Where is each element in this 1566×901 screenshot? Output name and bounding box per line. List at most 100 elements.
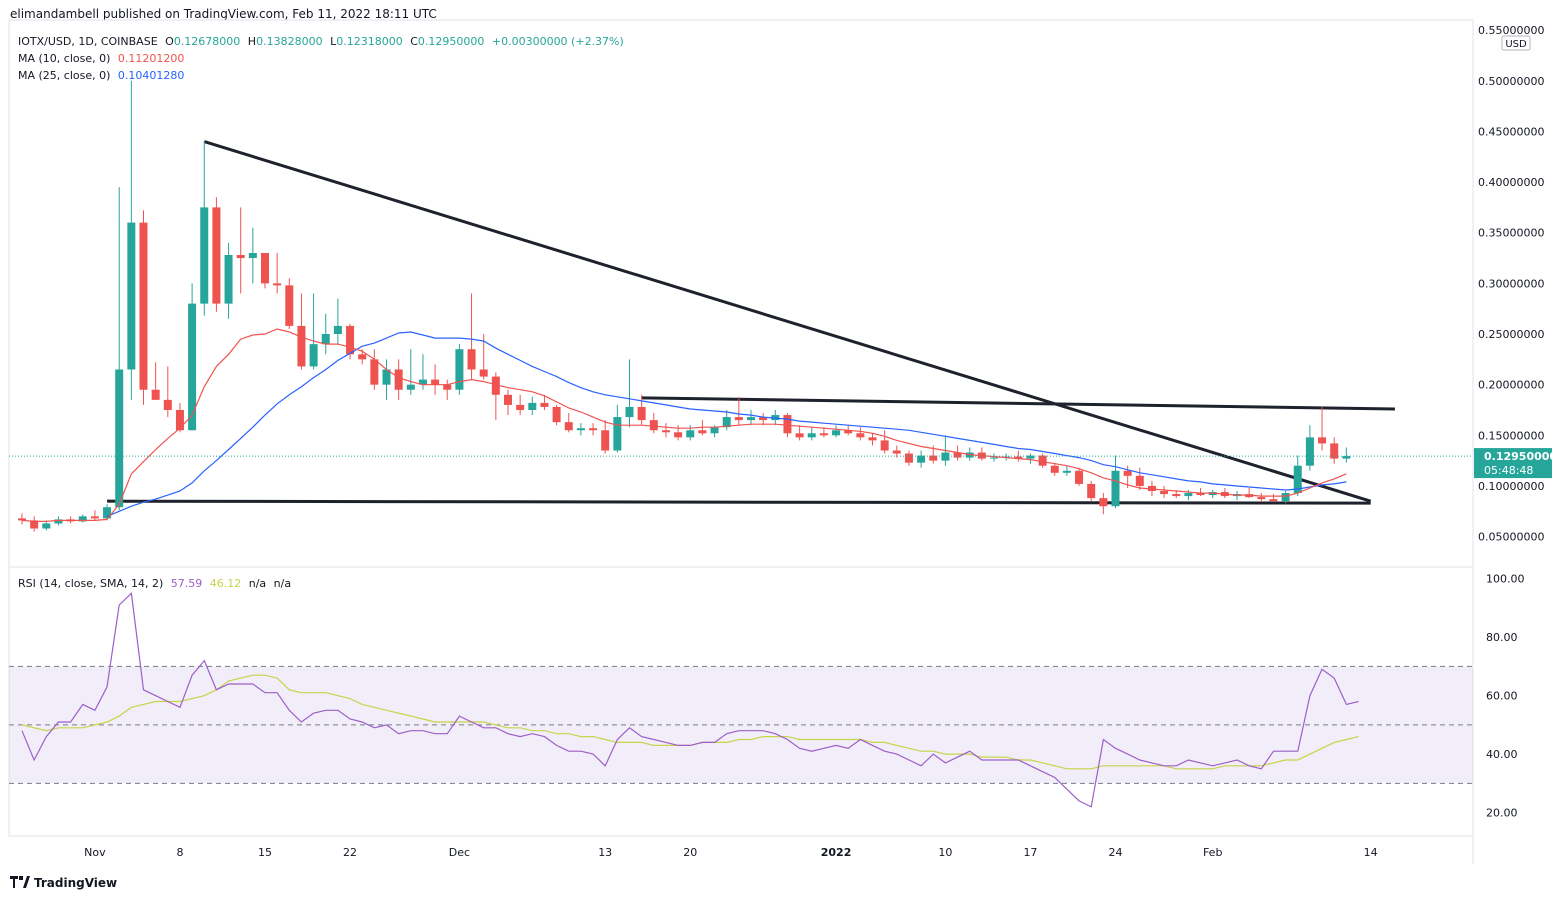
candle	[1026, 453, 1035, 464]
ma25-line	[106, 331, 1347, 517]
candle	[431, 364, 440, 395]
candle-body	[686, 430, 695, 438]
price-tick-label: 0.15000000	[1478, 429, 1544, 442]
time-tick-label: 20	[683, 846, 697, 859]
candle	[722, 409, 731, 431]
candle-body	[1257, 497, 1266, 500]
price-tick-label: 0.30000000	[1478, 277, 1544, 290]
candle	[625, 359, 634, 428]
candle-body	[1160, 491, 1169, 495]
candle	[297, 293, 306, 370]
ma10-legend[interactable]: MA (10, close, 0) 0.11201200	[18, 52, 188, 65]
candle-body	[504, 394, 512, 405]
rsi-tick-label: 20.00	[1486, 807, 1518, 820]
ma25-legend[interactable]: MA (25, close, 0) 0.10401280	[18, 69, 188, 82]
trendlines[interactable]	[107, 140, 1395, 505]
candle-body	[710, 427, 719, 434]
candle	[601, 420, 610, 454]
time-tick-label: 8	[176, 846, 183, 859]
time-tick-label: 2022	[821, 846, 852, 859]
candle	[1208, 490, 1217, 499]
candle	[977, 447, 986, 461]
rsi-legend[interactable]: RSI (14, close, SMA, 14, 2) 57.59 46.12 …	[18, 577, 295, 590]
candle	[613, 404, 622, 453]
currency-badge-box	[1501, 35, 1531, 51]
candle-body	[18, 518, 26, 521]
currency-badge[interactable]: USD	[1501, 35, 1531, 51]
candle-body	[103, 507, 112, 519]
ma10-line	[21, 328, 1347, 522]
price-axis[interactable]: 0.55000000 0.50000000 0.45000000 0.40000000…	[1478, 24, 1544, 543]
trendline[interactable]	[107, 499, 1371, 505]
candle-body	[30, 520, 39, 529]
candle	[795, 425, 804, 441]
candle-body	[261, 252, 269, 284]
trendline[interactable]	[203, 140, 1372, 503]
rsi-value: 57.59	[170, 577, 203, 590]
candle	[1330, 437, 1339, 464]
candle	[224, 242, 233, 319]
candle-body	[54, 519, 63, 524]
candle	[807, 427, 816, 441]
candle	[127, 80, 136, 400]
candle	[1342, 447, 1351, 463]
candle-body	[1330, 443, 1339, 459]
candle-body	[78, 516, 87, 522]
candle-body	[418, 379, 427, 385]
rsi-tick-label: 80.00	[1486, 631, 1518, 644]
time-tick-label: 13	[598, 846, 612, 859]
candle-body	[613, 417, 622, 451]
candle-body	[273, 283, 282, 286]
candle-body	[807, 433, 816, 438]
candle-body	[917, 455, 926, 463]
candle	[661, 423, 670, 438]
candle	[285, 278, 294, 329]
candle	[139, 210, 148, 405]
candle-body	[443, 384, 452, 390]
rsi-na-1: n/a	[248, 577, 267, 590]
time-tick-label: 17	[1023, 846, 1037, 859]
candle-body	[1281, 493, 1290, 502]
time-axis[interactable]: Nov 8 15 22 Dec 13 20 2022 10 17 24 Feb 14	[84, 846, 1377, 859]
candle	[504, 389, 512, 416]
candle-body	[1123, 470, 1132, 476]
candle-body	[674, 432, 683, 438]
candle	[188, 283, 197, 431]
open-label: O	[165, 35, 174, 48]
close-label: C	[410, 35, 418, 48]
candle-body	[990, 457, 998, 459]
candle-body	[297, 325, 306, 367]
rsi-axis[interactable]: 100.00 80.00 60.00 40.00 20.00	[1486, 573, 1525, 820]
candle-body	[1026, 455, 1035, 459]
candle	[832, 425, 841, 438]
footer-brand[interactable]: TradingView	[10, 876, 117, 891]
symbol-label[interactable]: IOTX/USD, 1D, COINBASE	[18, 35, 158, 48]
candle	[1038, 453, 1047, 468]
candle-body	[1062, 470, 1071, 473]
price-tick-label: 0.50000000	[1478, 75, 1544, 88]
candle	[1135, 467, 1144, 491]
rsi-tick-label: 100.00	[1486, 573, 1525, 586]
candle	[1305, 425, 1314, 471]
candle-body	[552, 406, 561, 423]
candle	[18, 513, 26, 525]
candle	[747, 409, 755, 426]
candle-body	[1135, 475, 1144, 486]
candle-body	[382, 369, 391, 385]
candle	[394, 359, 403, 400]
countdown-value: 05:48:48	[1484, 464, 1533, 477]
candle-body	[1184, 493, 1193, 497]
price-tick-label: 0.05000000	[1478, 531, 1544, 544]
candle-body	[1293, 465, 1302, 494]
candle	[868, 433, 877, 446]
candle	[1087, 480, 1096, 502]
published-line: elimandambell published on TradingView.c…	[10, 7, 437, 21]
candle-body	[953, 452, 962, 458]
trendline[interactable]	[641, 396, 1395, 411]
candle-body	[285, 285, 294, 326]
last-price-badge	[1474, 448, 1552, 479]
candle-body	[637, 406, 646, 421]
candle	[200, 141, 209, 316]
candle	[309, 293, 318, 370]
